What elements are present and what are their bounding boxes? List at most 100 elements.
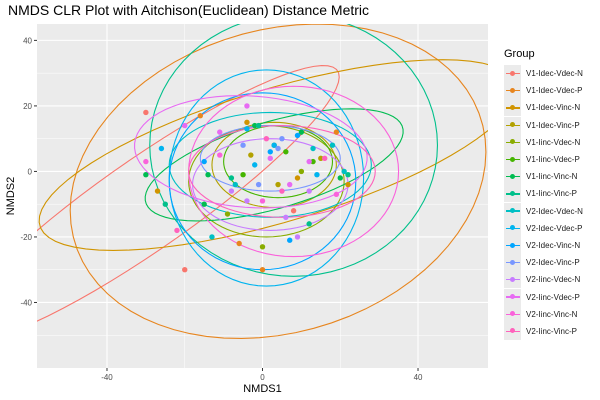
legend-label: V2-Idec-Vdec-N bbox=[526, 206, 583, 216]
legend-item: V2-Idec-Vdec-N bbox=[504, 202, 598, 220]
data-point-V2-Idec-Vinc-P bbox=[240, 142, 246, 148]
legend-item: V2-Iinc-Vdec-N bbox=[504, 271, 598, 289]
legend-label: V2-Iinc-Vinc-P bbox=[526, 326, 577, 336]
legend-label: V1-Iinc-Vdec-P bbox=[526, 155, 580, 165]
ellipse-V2-Idec-Vinc-N bbox=[168, 92, 357, 271]
data-point-V2-Idec-Vinc-P bbox=[255, 181, 262, 188]
data-point-V1-Idec-Vdec-P bbox=[197, 113, 203, 119]
legend-label: V1-Idec-Vinc-P bbox=[526, 120, 580, 130]
ellipse-V1-Iinc-Vinc-P bbox=[149, 24, 439, 277]
data-point-V1-Iinc-Vinc-P bbox=[345, 172, 351, 178]
legend-item: V1-Iinc-Vinc-P bbox=[504, 185, 598, 203]
plot-area: -40 0 40 -40 -20 0 20 40 NMDS1 NMDS2 bbox=[5, 24, 488, 395]
data-point-V2-Iinc-Vinc-N bbox=[217, 152, 223, 158]
data-point-V2-Idec-Vinc-N bbox=[201, 158, 207, 165]
data-point-V2-Idec-Vinc-P bbox=[275, 145, 281, 152]
data-point-V1-Idec-Vinc-P bbox=[318, 155, 324, 162]
x-tick-label: -40 bbox=[101, 373, 113, 382]
x-tick-label: 40 bbox=[414, 373, 423, 382]
y-axis-label: NMDS2 bbox=[5, 177, 17, 216]
legend-item: V2-Iinc-Vdec-P bbox=[504, 288, 598, 306]
legend-title: Group bbox=[504, 48, 535, 60]
data-point-V2-Iinc-Vinc-N bbox=[333, 191, 340, 198]
legend-line bbox=[505, 328, 520, 334]
data-point-V2-Iinc-Vdec-P bbox=[217, 129, 223, 135]
legend-label: V2-Idec-Vdec-P bbox=[526, 223, 583, 233]
data-point-V1-Iinc-Vinc-N bbox=[298, 129, 305, 135]
legend-item: V2-Idec-Vinc-P bbox=[504, 254, 598, 272]
data-point-V2-Idec-Vinc-N bbox=[287, 237, 293, 243]
data-point-V2-Iinc-Vdec-N bbox=[283, 214, 289, 220]
data-point-V1-Idec-Vinc-N bbox=[345, 181, 351, 188]
data-point-V1-Iinc-Vdec-N bbox=[259, 244, 266, 250]
legend-item: V1-Idec-Vdec-N bbox=[504, 65, 598, 83]
data-point-V2-Iinc-Vinc-P bbox=[174, 227, 180, 234]
legend-line bbox=[505, 173, 520, 179]
legend-item: V2-Iinc-Vinc-P bbox=[504, 322, 598, 340]
data-point-V2-Iinc-Vinc-P bbox=[322, 155, 328, 162]
legend-item: V1-Iinc-Vdec-N bbox=[504, 133, 598, 151]
legend-key bbox=[504, 151, 521, 169]
legend-label: V2-Idec-Vinc-P bbox=[526, 258, 580, 268]
legend-line bbox=[505, 208, 520, 214]
data-point-V2-Idec-Vinc-N bbox=[267, 149, 273, 155]
y-tick-label: -40 bbox=[20, 298, 32, 307]
legend-key bbox=[504, 133, 521, 151]
legend-label: V1-Idec-Vdec-N bbox=[526, 69, 583, 79]
legend-line bbox=[505, 139, 520, 145]
data-point-V2-Iinc-Vinc-N bbox=[143, 158, 149, 165]
legend-label: V2-Idec-Vinc-N bbox=[526, 240, 581, 250]
legend-key bbox=[504, 65, 521, 83]
ellipse-V1-Idec-Vinc-N bbox=[38, 59, 488, 251]
legend-label: V1-Iinc-Vdec-N bbox=[526, 137, 581, 147]
legend-dot bbox=[510, 242, 515, 248]
data-point-V1-Idec-Vinc-N bbox=[294, 175, 301, 181]
data-point-V2-Idec-Vdec-N bbox=[310, 145, 316, 152]
legend-line bbox=[505, 294, 520, 300]
legend-line bbox=[505, 311, 520, 317]
y-tick-label: 20 bbox=[23, 102, 32, 111]
data-point-V1-Idec-Vdec-P bbox=[333, 129, 340, 135]
data-point-V2-Iinc-Vdec-P bbox=[287, 181, 293, 188]
data-point-V1-Iinc-Vdec-P bbox=[310, 158, 316, 165]
data-point-V1-Iinc-Vdec-P bbox=[240, 172, 246, 178]
data-point-V2-Idec-Vinc-N bbox=[294, 132, 301, 139]
legend-key bbox=[504, 168, 521, 186]
data-point-V1-Idec-Vdec-P bbox=[236, 240, 242, 247]
data-point-V1-Idec-Vdec-N bbox=[290, 208, 297, 214]
legend-dot bbox=[510, 311, 515, 317]
legend-label: V2-Iinc-Vdec-N bbox=[526, 275, 581, 285]
data-point-V2-Iinc-Vdec-P bbox=[267, 155, 273, 162]
ellipse-V1-Iinc-Vinc-N bbox=[144, 108, 404, 222]
legend-dot bbox=[510, 87, 515, 93]
data-point-V2-Iinc-Vinc-P bbox=[263, 135, 270, 142]
legend-key bbox=[504, 185, 521, 203]
data-point-V2-Iinc-Vdec-P bbox=[244, 103, 250, 109]
legend-line bbox=[505, 122, 520, 128]
data-point-V1-Iinc-Vdec-P bbox=[283, 149, 289, 155]
data-point-V2-Iinc-Vinc-N bbox=[259, 198, 266, 204]
legend-label: V2-Iinc-Vdec-P bbox=[526, 292, 580, 302]
legend-line bbox=[505, 276, 520, 282]
data-point-V2-Idec-Vdec-N bbox=[209, 234, 215, 240]
legend-dot bbox=[510, 225, 515, 231]
legend-dot bbox=[510, 139, 515, 145]
data-point-V1-Iinc-Vinc-N bbox=[205, 172, 211, 178]
ellipse-V2-Idec-Vinc-P bbox=[199, 125, 341, 192]
data-point-V2-Iinc-Vdec-N bbox=[294, 234, 301, 240]
data-point-V2-Iinc-Vdec-N bbox=[244, 198, 250, 204]
ellipse-V1-Iinc-Vdec-N bbox=[188, 125, 345, 238]
data-point-V2-Idec-Vdec-P bbox=[314, 172, 320, 178]
x-axis-label: NMDS1 bbox=[243, 383, 282, 395]
data-point-V2-Idec-Vdec-N bbox=[232, 181, 238, 188]
legend-item: V1-Idec-Vdec-P bbox=[504, 82, 598, 100]
data-point-V2-Idec-Vdec-N bbox=[341, 168, 347, 175]
legend-dot bbox=[510, 122, 515, 128]
data-point-V1-Iinc-Vinc-N bbox=[337, 175, 343, 181]
legend-key bbox=[504, 288, 521, 306]
legend-dot bbox=[510, 70, 515, 76]
legend-key bbox=[504, 322, 521, 340]
ellipse-V1-Idec-Vdec-P bbox=[69, 24, 487, 340]
ellipse-V2-Iinc-Vdec-P bbox=[134, 95, 368, 209]
